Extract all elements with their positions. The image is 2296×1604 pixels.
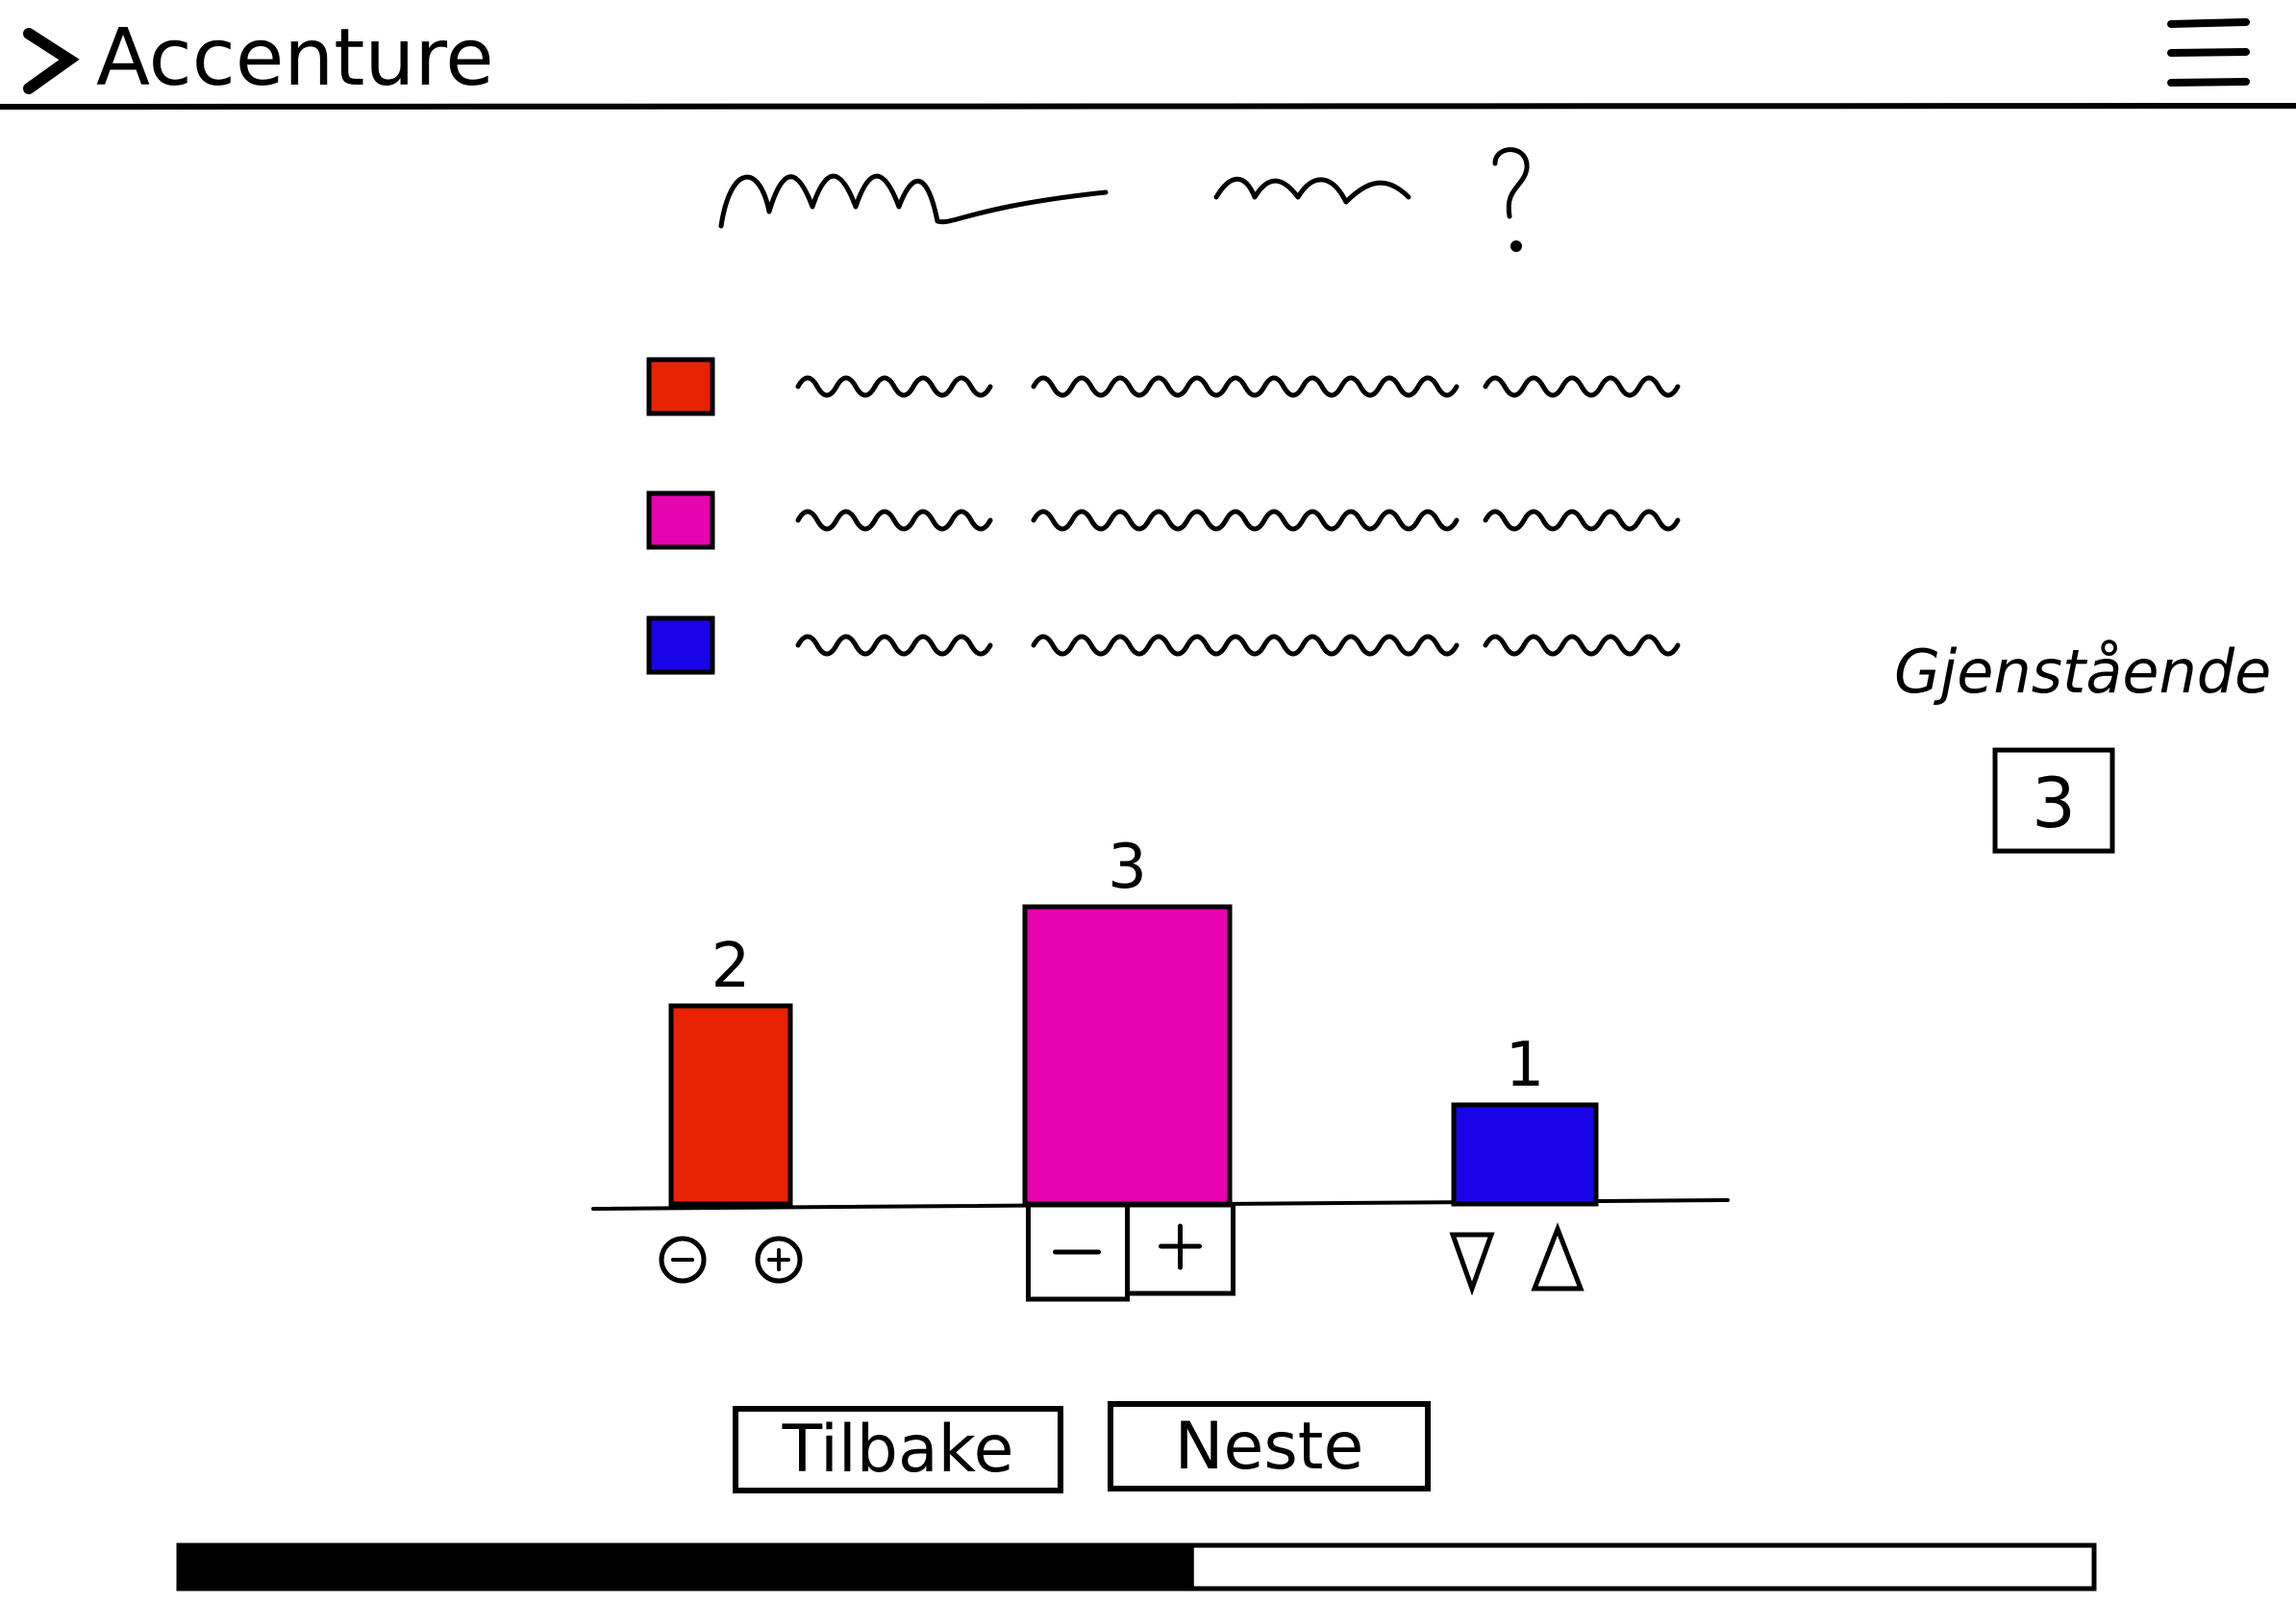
squiggle (795, 634, 1681, 657)
bar-value-label: 3 (1108, 832, 1147, 903)
legend-swatch (646, 357, 715, 416)
title-placeholder (718, 147, 1530, 252)
squiggle (795, 509, 1681, 532)
squiggle (795, 375, 1681, 398)
legend (646, 357, 1681, 675)
bar (668, 1003, 793, 1207)
progress-bar (176, 1542, 2097, 1591)
question-dot (1510, 240, 1522, 252)
chart: 2 3 1 (591, 832, 1730, 1302)
remaining-box (1992, 747, 2115, 854)
bar-controls[interactable] (1449, 1222, 1585, 1296)
bar (1022, 904, 1233, 1207)
back-button[interactable]: Tilbake (733, 1406, 1063, 1493)
squiggle (1213, 176, 1411, 205)
bar-controls[interactable] (659, 1236, 803, 1284)
squiggle (718, 173, 1109, 229)
remaining-label: Gjenstående (1894, 637, 2271, 707)
button-label[interactable]: Neste (1175, 1409, 1364, 1485)
bar (1451, 1102, 1599, 1207)
button-frame[interactable] (733, 1406, 1063, 1493)
menu-button[interactable] (2163, 14, 2252, 91)
menu-bar (2167, 78, 2250, 87)
button-frame[interactable] (1108, 1401, 1431, 1491)
header-divider (0, 103, 2296, 110)
bar-value-label: 1 (1506, 1030, 1545, 1101)
remaining: Gjenstående 3 (1894, 637, 2271, 854)
bar-value-label: 2 (711, 931, 751, 1002)
logo: Accenture (96, 13, 494, 104)
question-mark (1492, 147, 1530, 219)
menu-bar (2167, 18, 2250, 28)
button-label[interactable]: Tilbake (782, 1412, 1014, 1488)
remaining-value: 3 (2032, 763, 2076, 843)
menu-bar (2167, 48, 2250, 57)
header: Accenture (0, 13, 2296, 110)
increase-button[interactable] (1531, 1222, 1585, 1291)
logo-chevron (23, 28, 80, 94)
next-button[interactable]: Neste (1108, 1401, 1431, 1491)
decrease-button[interactable] (1449, 1232, 1495, 1296)
progress-fill (179, 1545, 1194, 1589)
legend-swatch (646, 615, 715, 675)
legend-swatch (646, 490, 715, 550)
bar-controls[interactable] (1026, 1202, 1235, 1302)
